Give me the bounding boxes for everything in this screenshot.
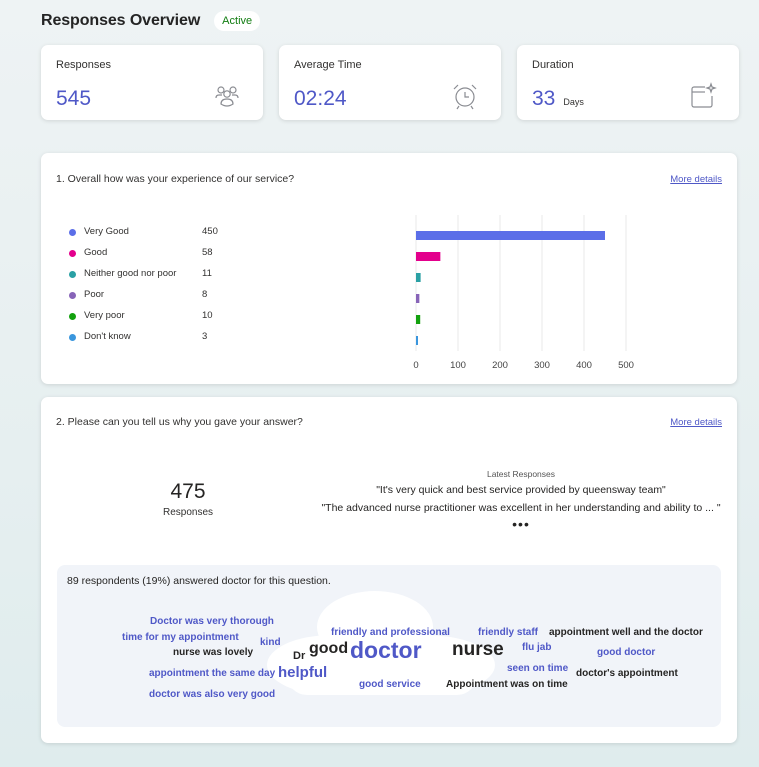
question-title: 2. Please can you tell us why you gave y… xyxy=(56,416,303,428)
legend-label: Very Good xyxy=(84,226,129,237)
stat-value: 33 Days xyxy=(532,87,584,110)
responses-stat-card: Responses 545 xyxy=(41,45,263,120)
latest-responses-heading: Latest Responses xyxy=(486,469,556,479)
x-tick-label: 0 xyxy=(413,360,418,371)
legend-dot-icon xyxy=(69,229,76,236)
word-cloud-term[interactable]: doctor xyxy=(350,637,422,663)
legend-count: 58 xyxy=(202,247,213,258)
bar[interactable] xyxy=(416,315,421,324)
bar[interactable] xyxy=(416,252,441,261)
legend-dot-icon xyxy=(69,271,76,278)
legend-label: Neither good nor poor xyxy=(84,268,177,279)
question-2-card: 2. Please can you tell us why you gave y… xyxy=(41,397,737,743)
stat-label: Responses xyxy=(56,59,112,71)
stat-value: 545 xyxy=(56,87,92,110)
legend-item: Don't know 3 xyxy=(69,330,229,351)
legend-label: Very poor xyxy=(84,310,125,321)
latest-response: "The advanced nurse practitioner was exc… xyxy=(321,502,721,514)
legend-dot-icon xyxy=(69,250,76,257)
latest-responses: Latest Responses "It's very quick and be… xyxy=(311,469,731,532)
latest-response: "It's very quick and best service provid… xyxy=(376,484,666,496)
chart-legend: Very Good 450 Good 58 Neither good nor poor 1… xyxy=(69,225,229,351)
word-cloud-term[interactable]: good xyxy=(309,640,349,657)
bar-chart: 0 100 200 300 400 500 xyxy=(413,215,634,371)
stat-unit: Days xyxy=(563,97,584,107)
word-cloud-term[interactable]: nurse was lovely xyxy=(173,647,254,658)
stat-value: 02:24 xyxy=(294,87,347,110)
legend-label: Poor xyxy=(84,289,105,300)
word-cloud-panel: 89 respondents (19%) answered doctor for… xyxy=(57,565,721,727)
alarm-clock-icon xyxy=(453,84,477,110)
word-cloud-term[interactable]: friendly staff xyxy=(478,627,539,638)
legend-count: 11 xyxy=(202,268,212,279)
calendar-sparkle-icon xyxy=(691,82,717,108)
legend-item: Poor 8 xyxy=(69,288,229,309)
more-details-link[interactable]: More details xyxy=(670,174,722,185)
page-header: Responses Overview Active xyxy=(41,11,261,31)
question-title: 1. Overall how was your experience of ou… xyxy=(56,173,295,185)
x-tick-label: 400 xyxy=(576,360,592,371)
more-details-link[interactable]: More details xyxy=(670,417,722,428)
duration-stat-card: Duration 33 Days xyxy=(517,45,739,120)
legend-dot-icon xyxy=(69,313,76,320)
stat-label: Average Time xyxy=(294,59,362,71)
word-cloud-term[interactable]: Appointment was on time xyxy=(446,679,568,690)
legend-dot-icon xyxy=(69,334,76,341)
word-cloud-term[interactable]: doctor's appointment xyxy=(576,668,678,679)
word-cloud-heading: 89 respondents (19%) answered doctor for… xyxy=(67,575,331,587)
people-icon xyxy=(215,86,239,107)
word-cloud-term[interactable]: nurse xyxy=(452,639,504,660)
average-time-stat-card: Average Time 02:24 xyxy=(279,45,501,120)
legend-item: Neither good nor poor 11 xyxy=(69,267,229,288)
page-title: Responses Overview xyxy=(41,12,201,29)
word-cloud-term[interactable]: Dr xyxy=(293,650,306,662)
word-cloud-term[interactable]: friendly and professional xyxy=(331,627,450,638)
cloud-icon xyxy=(267,591,495,695)
bar[interactable] xyxy=(416,231,605,240)
more-responses-ellipsis[interactable]: ••• xyxy=(512,516,530,532)
stat-label: Duration xyxy=(532,59,574,71)
legend-label: Don't know xyxy=(84,331,131,342)
legend-item: Very poor 10 xyxy=(69,309,229,330)
word-cloud-term[interactable]: appointment well and the doctor xyxy=(549,627,703,638)
bar[interactable] xyxy=(416,294,420,303)
legend-count: 10 xyxy=(202,310,213,321)
legend-item: Good 58 xyxy=(69,246,229,267)
legend-dot-icon xyxy=(69,292,76,299)
x-tick-label: 300 xyxy=(534,360,550,371)
word-cloud-term[interactable]: seen on time xyxy=(507,663,569,674)
status-badge: Active xyxy=(214,11,261,31)
legend-item: Very Good 450 xyxy=(69,225,229,246)
word-cloud-term[interactable]: Doctor was very thorough xyxy=(150,616,274,627)
legend-count: 8 xyxy=(202,289,208,300)
word-cloud-term[interactable]: appointment the same day xyxy=(149,668,276,679)
bar[interactable] xyxy=(416,336,418,345)
question-1-card: 1. Overall how was your experience of ou… xyxy=(41,153,737,384)
x-tick-label: 100 xyxy=(450,360,466,371)
word-cloud-term[interactable]: good service xyxy=(359,679,421,690)
word-cloud-term[interactable]: kind xyxy=(260,637,281,648)
legend-count: 450 xyxy=(202,226,218,237)
word-cloud-term[interactable]: time for my appointment xyxy=(122,632,239,643)
word-cloud-term[interactable]: helpful xyxy=(278,664,328,681)
legend-count: 3 xyxy=(202,331,208,342)
responses-count-label: Responses xyxy=(162,507,214,518)
x-tick-label: 200 xyxy=(492,360,508,371)
responses-count: 475 xyxy=(170,480,206,503)
word-cloud-term[interactable]: doctor was also very good xyxy=(149,689,276,700)
word-cloud-term[interactable]: good doctor xyxy=(597,647,656,658)
word-cloud-term[interactable]: flu jab xyxy=(522,642,552,653)
x-tick-label: 500 xyxy=(618,360,634,371)
legend-label: Good xyxy=(84,247,108,258)
bar[interactable] xyxy=(416,273,421,282)
